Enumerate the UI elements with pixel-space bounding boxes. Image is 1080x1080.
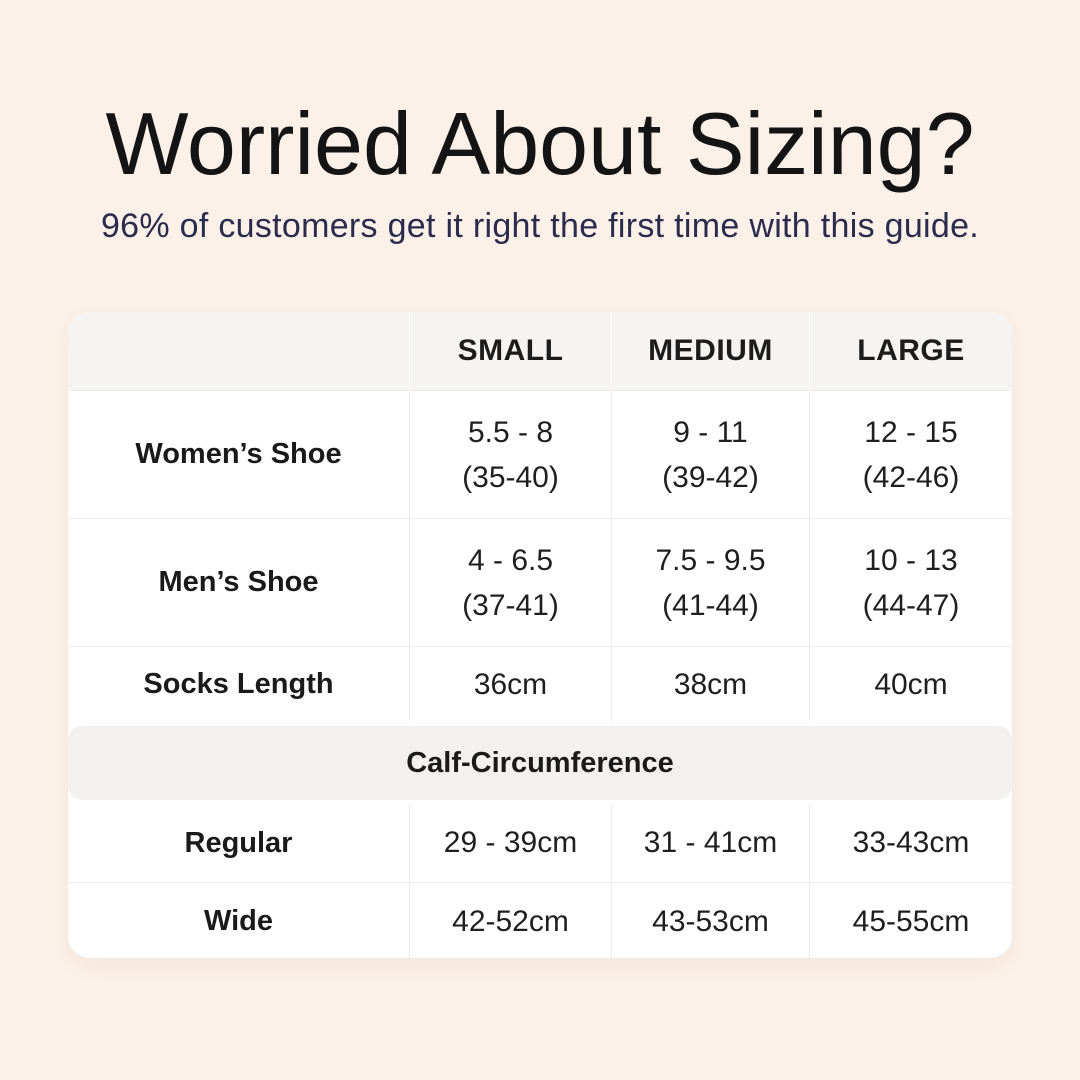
header-block: Worried About Sizing? 96% of customers g…	[0, 94, 1080, 246]
cell-value-line: 7.5 - 9.5	[655, 543, 766, 577]
cell-value-line: 4 - 6.5	[467, 543, 554, 577]
cell-wide-small: 42-52cm	[409, 883, 611, 958]
header-cell-large: LARGE	[809, 312, 1012, 390]
table-row-regular: Regular 29 - 39cm 31 - 41cm 33-43cm	[68, 804, 1012, 882]
header-cell-empty	[68, 312, 409, 390]
cell-value-line: 10 - 13	[864, 543, 958, 577]
cell-value-line: 12 - 15	[864, 415, 958, 449]
cell-value-line: (41-44)	[662, 588, 759, 622]
table-header-row: SMALL MEDIUM LARGE	[68, 312, 1012, 390]
cell-mens-medium: 7.5 - 9.5 (41-44)	[611, 519, 809, 646]
cell-socks-medium: 38cm	[611, 647, 809, 722]
section-band-wrapper: Calf-Circumference	[68, 722, 1012, 804]
table-row-wide: Wide 42-52cm 43-53cm 45-55cm	[68, 882, 1012, 958]
section-header-calf-circumference: Calf-Circumference	[68, 726, 1012, 800]
cell-wide-large: 45-55cm	[809, 883, 1012, 958]
table-row-socks-length: Socks Length 36cm 38cm 40cm	[68, 646, 1012, 722]
cell-womens-large: 12 - 15 (42-46)	[809, 391, 1012, 518]
cell-womens-small: 5.5 - 8 (35-40)	[409, 391, 611, 518]
cell-regular-medium: 31 - 41cm	[611, 804, 809, 882]
sizing-table: SMALL MEDIUM LARGE Women’s Shoe 5.5 - 8 …	[68, 312, 1012, 958]
row-label-mens-shoe: Men’s Shoe	[158, 566, 319, 598]
cell-mens-large: 10 - 13 (44-47)	[809, 519, 1012, 646]
page-subtitle: 96% of customers get it right the first …	[100, 206, 980, 245]
cell-mens-small: 4 - 6.5 (37-41)	[409, 519, 611, 646]
cell-socks-large: 40cm	[809, 647, 1012, 722]
cell-value-line: 9 - 11	[673, 415, 748, 449]
header-cell-medium: MEDIUM	[611, 312, 809, 390]
page-title: Worried About Sizing?	[105, 94, 975, 193]
cell-regular-small: 29 - 39cm	[409, 804, 611, 882]
cell-value-line: 5.5 - 8	[467, 415, 554, 449]
header-cell-small: SMALL	[409, 312, 611, 390]
cell-value-line: (37-41)	[462, 588, 559, 622]
cell-wide-medium: 43-53cm	[611, 883, 809, 958]
cell-womens-medium: 9 - 11 (39-42)	[611, 391, 809, 518]
cell-value-line: (35-40)	[462, 460, 559, 494]
cell-value-line: (44-47)	[862, 588, 960, 622]
row-label-socks-length: Socks Length	[143, 668, 334, 700]
table-row-mens-shoe: Men’s Shoe 4 - 6.5 (37-41) 7.5 - 9.5 (41…	[68, 518, 1012, 646]
row-label-regular: Regular	[184, 826, 293, 859]
cell-value-line: (39-42)	[662, 460, 759, 494]
table-row-womens-shoe: Women’s Shoe 5.5 - 8 (35-40) 9 - 11 (39-…	[68, 390, 1012, 518]
cell-socks-small: 36cm	[409, 647, 611, 722]
cell-value-line: (42-46)	[862, 460, 960, 494]
row-label-wide: Wide	[203, 905, 274, 937]
cell-regular-large: 33-43cm	[809, 804, 1012, 882]
row-label-womens-shoe: Women’s Shoe	[135, 438, 342, 470]
